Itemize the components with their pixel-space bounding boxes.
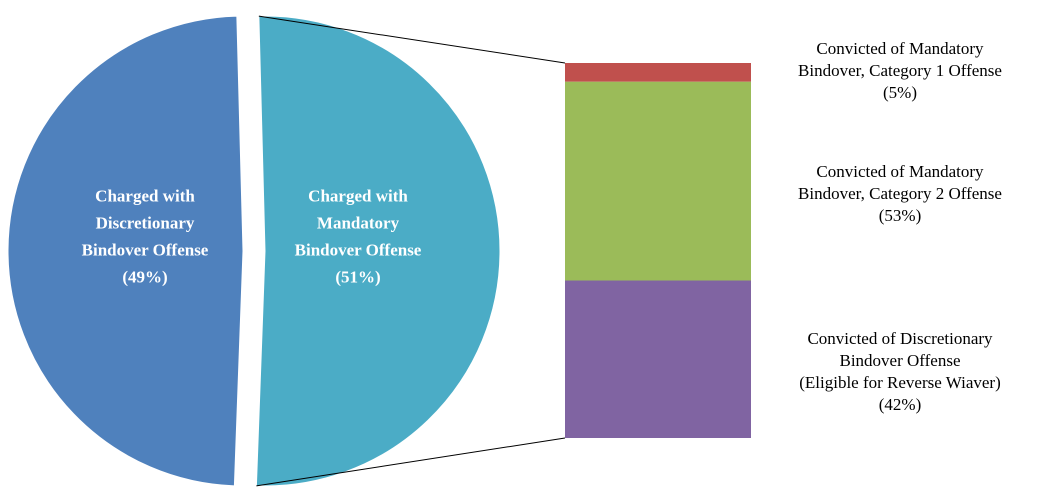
bar-segment-discretionary [565, 280, 751, 438]
pie-slice-discretionary [7, 15, 244, 487]
bar-label-category-2-line: Bindover, Category 2 Offense [798, 184, 1002, 203]
connector-line-top [258, 15, 566, 64]
pie-label-discretionary-line: Charged with [95, 186, 195, 205]
pie-label-discretionary-line: Bindover Offense [82, 240, 209, 259]
pie-slice-mandatory [255, 15, 501, 487]
bar-label-discretionary-line: Convicted of Discretionary [807, 329, 993, 348]
bar-label-discretionary-line: Bindover Offense [839, 351, 960, 370]
bar-label-category-1-line: (5%) [883, 83, 917, 102]
pie-label-mandatory-line: (51%) [335, 267, 380, 286]
bar-segment-category-1 [565, 63, 751, 82]
bar-label-discretionary-line: (Eligible for Reverse Wiaver) [799, 373, 1001, 392]
bar-label-category-1-line: Convicted of Mandatory [816, 39, 984, 58]
pie-label-discretionary-line: (49%) [122, 267, 167, 286]
pie-label-mandatory-line: Charged with [308, 186, 408, 205]
pie-label-mandatory-line: Bindover Offense [295, 240, 422, 259]
pie-label-discretionary-line: Discretionary [96, 213, 195, 232]
bar-label-category-2-line: (53%) [879, 206, 921, 225]
pie-label-mandatory-line: Mandatory [317, 213, 400, 232]
bar-label-discretionary-line: (42%) [879, 395, 921, 414]
bar-segment-category-2 [565, 81, 751, 281]
bar-label-category-2-line: Convicted of Mandatory [816, 162, 984, 181]
connector-line-bottom [256, 437, 566, 487]
bar-label-category-1-line: Bindover, Category 1 Offense [798, 61, 1002, 80]
